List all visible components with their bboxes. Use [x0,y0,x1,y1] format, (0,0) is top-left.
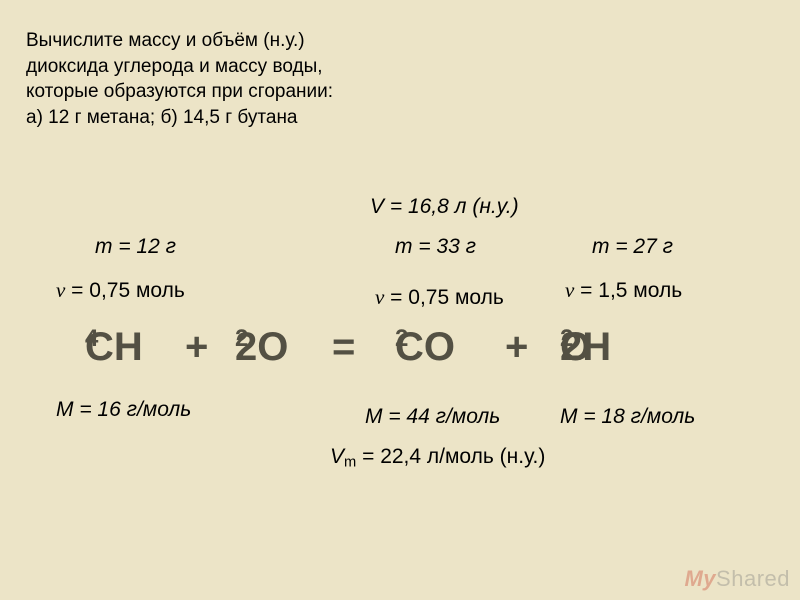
h2o-moles-label: ν = 1,5 моль [565,278,682,303]
ch4-molar-mass-label: M = 16 г/моль [56,398,191,422]
eq-equals: = [332,325,355,370]
co2-molar-volume-label: Vm = 22,4 л/моль (н.у.) [330,445,545,471]
problem-line4: а) 12 г метана; б) 14,5 г бутана [26,107,298,128]
problem-line2: диоксида углерода и массу воды, [26,56,323,77]
ch4-mass-label: m = 12 г [95,235,176,259]
h2o-molar-mass-label: M = 18 г/моль [560,405,695,429]
eq-plus1: + [185,325,208,370]
eq-plus2: + [505,325,528,370]
watermark: MyShared [684,566,790,592]
problem-line1: Вычислите массу и объём (н.у.) [26,30,305,51]
co2-volume-label: V = 16,8 л (н.у.) [370,195,519,219]
h2o-mass-label: m = 27 г [592,235,673,259]
co2-molar-mass-label: M = 44 г/моль [365,405,500,429]
problem-line3: которые образуются при сгорании: [26,81,333,102]
co2-moles-label: ν = 0,75 моль [375,285,504,310]
problem-statement: Вычислите массу и объём (н.у.) диоксида … [26,28,486,131]
co2-mass-label: m = 33 г [395,235,476,259]
ch4-moles-label: ν = 0,75 моль [56,278,185,303]
